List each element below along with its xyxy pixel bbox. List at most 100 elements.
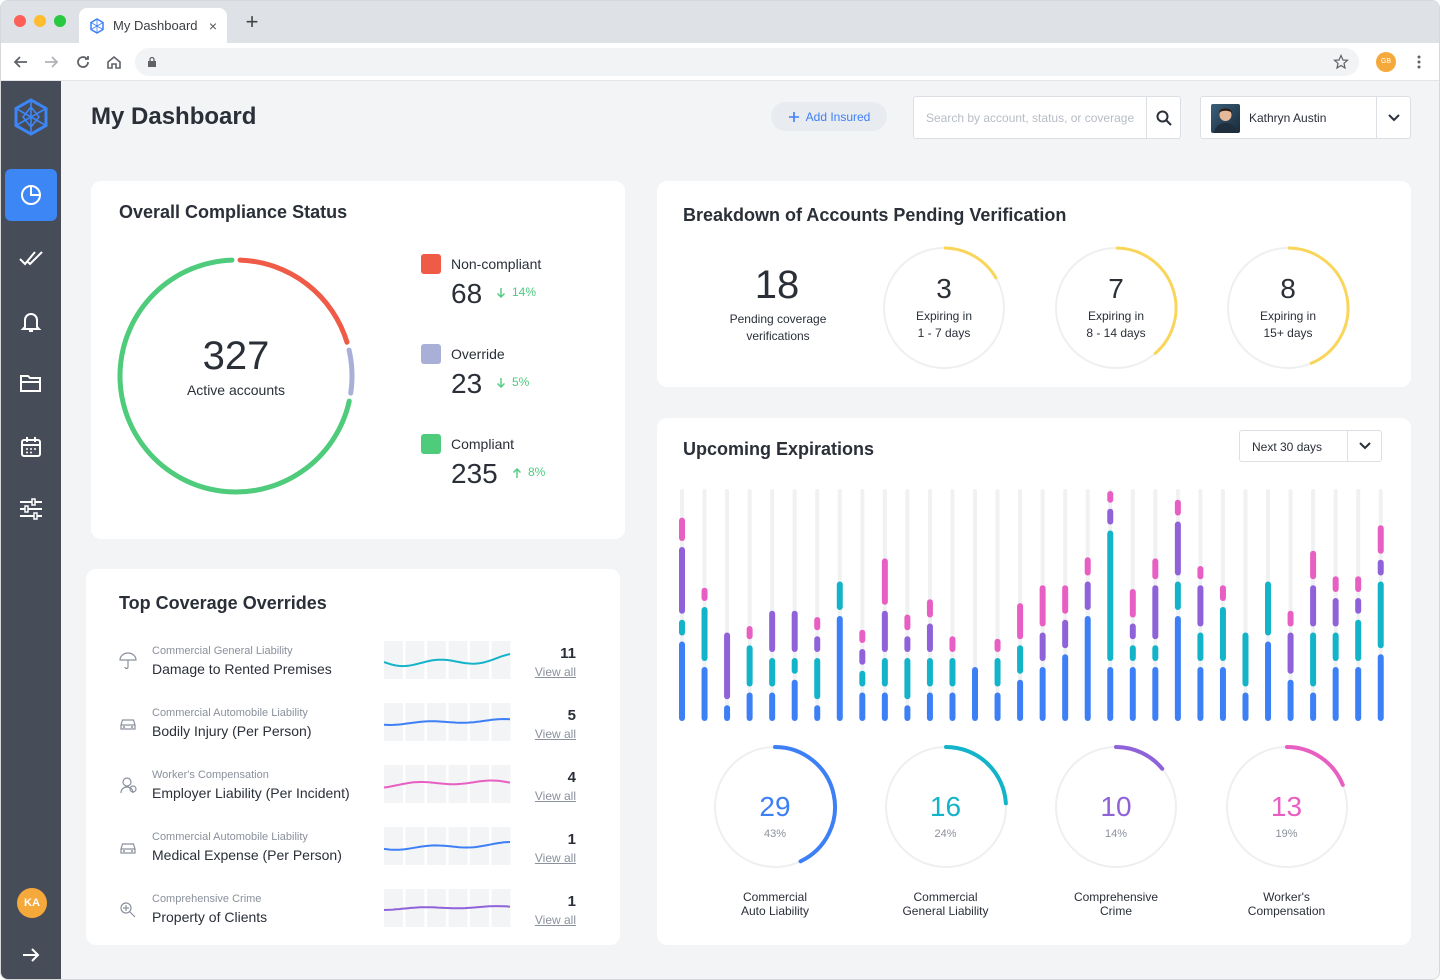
maximize-window-button[interactable] xyxy=(54,15,66,27)
forward-icon[interactable] xyxy=(41,52,61,72)
sidebar-item-files[interactable] xyxy=(5,357,57,409)
override-sparkline xyxy=(384,765,511,803)
donut-label: Auto Liability xyxy=(740,904,810,918)
view-all-link[interactable]: View all xyxy=(534,665,576,679)
main-content: My Dashboard Add Insured Kathryn Austin … xyxy=(61,81,1439,979)
donut-ring xyxy=(1055,745,1177,868)
noncompliant-pct: 14% xyxy=(512,285,537,299)
user-dropdown-button[interactable] xyxy=(1376,97,1410,138)
plus-icon xyxy=(788,111,799,122)
compliant-swatch xyxy=(421,434,441,454)
pending-label: Expiring in xyxy=(1087,309,1145,323)
compliance-card: Overall Compliance Status 327 Active acc… xyxy=(91,181,625,539)
pending-value: 7 xyxy=(1108,273,1124,304)
sidebar-item-calendar[interactable] xyxy=(5,421,57,473)
pending-label: 15+ days xyxy=(1263,326,1313,340)
donut-arc xyxy=(943,745,1008,806)
arrow-down-icon xyxy=(497,288,505,298)
override-category: Commercial Automobile Liability xyxy=(152,707,308,719)
override-count: 5 xyxy=(567,707,576,724)
override-value: 23 xyxy=(451,368,483,399)
pending-card: Breakdown of Accounts Pending Verificati… xyxy=(657,181,1411,387)
view-all-link[interactable]: View all xyxy=(534,789,576,803)
user-menu[interactable]: Kathryn Austin xyxy=(1200,96,1411,139)
umbrella-icon xyxy=(119,652,137,670)
expand-sidebar-icon[interactable] xyxy=(21,947,41,963)
chevron-down-icon xyxy=(1387,113,1400,121)
donut-ring xyxy=(1225,745,1348,868)
minimize-window-button[interactable] xyxy=(34,15,46,27)
pending-ring xyxy=(1055,246,1178,369)
page-title: My Dashboard xyxy=(91,103,257,130)
arrow-up-icon xyxy=(513,468,521,478)
search-button[interactable] xyxy=(1146,97,1180,138)
tab-close-icon[interactable]: × xyxy=(208,17,217,34)
close-window-button[interactable] xyxy=(14,15,26,27)
sidebar-item-approvals[interactable] xyxy=(5,232,57,284)
new-tab-button[interactable]: + xyxy=(245,9,259,34)
car-icon xyxy=(120,843,136,854)
donut-ring xyxy=(884,745,1008,868)
compliant-arc xyxy=(117,257,352,495)
overrides-title: Top Coverage Overrides xyxy=(119,593,327,613)
reload-icon[interactable] xyxy=(73,52,93,72)
noncompliant-swatch xyxy=(421,254,441,274)
noncompliant-label: Non-compliant xyxy=(451,256,542,272)
pending-total: 18 xyxy=(754,263,800,307)
override-name: Employer Liability (Per Incident) xyxy=(152,785,350,801)
donut-label: Commercial xyxy=(742,890,807,904)
override-count: 1 xyxy=(567,893,576,910)
add-insured-button[interactable]: Add Insured xyxy=(771,102,887,131)
profile-avatar[interactable]: GB xyxy=(1376,52,1396,72)
override-row: Commercial Automobile Liability Bodily In… xyxy=(86,703,616,757)
override-sparkline xyxy=(384,827,511,865)
override-label: Override xyxy=(451,346,505,362)
donut-value: 10 xyxy=(1100,791,1132,822)
sidebar-item-dashboard[interactable] xyxy=(5,169,57,221)
override-pct: 5% xyxy=(512,375,530,389)
browser-tabbar: My Dashboard × + xyxy=(1,1,1439,43)
override-category: Comprehensive Crime xyxy=(152,893,262,905)
view-all-link[interactable]: View all xyxy=(534,727,576,741)
home-icon[interactable] xyxy=(104,52,124,72)
pending-label: 1 - 7 days xyxy=(917,326,971,340)
pending-title: Breakdown of Accounts Pending Verificati… xyxy=(683,205,1067,225)
user-avatar[interactable]: KA xyxy=(17,888,47,918)
override-sparkline xyxy=(384,889,511,927)
address-bar[interactable] xyxy=(135,48,1359,76)
browser-menu-icon[interactable] xyxy=(1413,54,1425,70)
pending-arc xyxy=(1287,246,1350,366)
bookmark-star-icon[interactable] xyxy=(1333,54,1349,70)
donut-label: Crime xyxy=(1100,904,1132,918)
compliant-label: Compliant xyxy=(451,436,515,452)
bell-icon xyxy=(20,313,42,332)
pending-ring xyxy=(883,246,1005,369)
back-icon[interactable] xyxy=(11,52,31,72)
donut-label: General Liability xyxy=(902,904,989,918)
overrides-card: Top Coverage Overrides Commercial Genera… xyxy=(86,569,620,945)
compliance-ring xyxy=(117,257,355,495)
view-all-link[interactable]: View all xyxy=(534,913,576,927)
override-row: Comprehensive Crime Property of Clients 1 V… xyxy=(86,889,616,943)
lock-icon xyxy=(148,56,156,67)
donut-value: 13 xyxy=(1270,791,1303,822)
donut-pct: 19% xyxy=(1275,828,1298,840)
pending-label: Expiring in xyxy=(1259,309,1317,323)
view-all-link[interactable]: View all xyxy=(534,851,576,865)
override-arc xyxy=(346,347,355,396)
override-count: 4 xyxy=(567,769,576,786)
search-input[interactable] xyxy=(914,97,1148,138)
range-select-toggle[interactable] xyxy=(1347,431,1381,461)
donut-label: Worker's xyxy=(1263,890,1310,904)
range-select[interactable]: Next 30 days xyxy=(1239,430,1382,462)
browser-toolbar: GB xyxy=(1,43,1439,81)
tab-title: My Dashboard xyxy=(113,18,198,33)
sidebar-item-notifications[interactable] xyxy=(5,296,57,348)
pending-value: 3 xyxy=(936,273,952,304)
override-name: Property of Clients xyxy=(152,909,268,925)
add-insured-label: Add Insured xyxy=(805,109,871,124)
override-count: 1 xyxy=(567,831,576,848)
sidebar-item-settings[interactable] xyxy=(5,483,57,535)
browser-tab[interactable]: My Dashboard × xyxy=(79,8,227,43)
